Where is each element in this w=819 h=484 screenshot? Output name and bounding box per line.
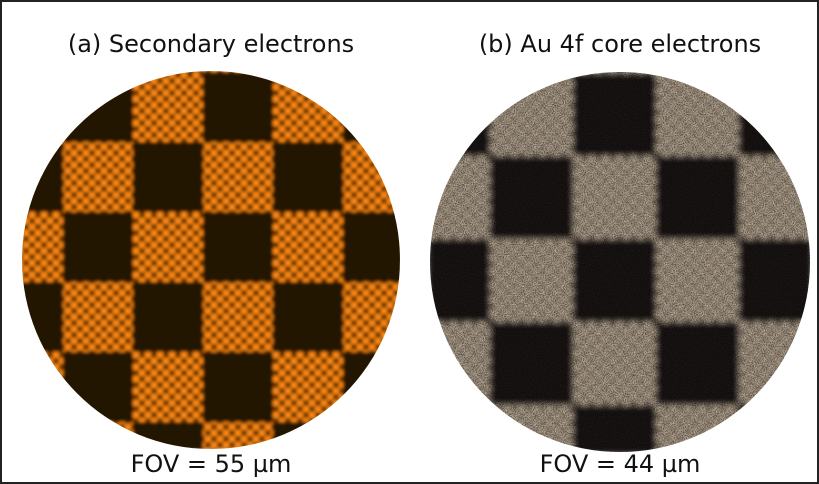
panel-caption: FOV = 44 µm — [540, 450, 701, 478]
figure: (a) Secondary electrons (b) Au 4f core e… — [0, 0, 819, 484]
panel-title: (b) Au 4f core electrons — [479, 30, 761, 58]
image-secondary-electrons — [20, 70, 402, 450]
panel-caption: FOV = 55 µm — [131, 450, 292, 478]
panel-title: (a) Secondary electrons — [68, 30, 354, 58]
